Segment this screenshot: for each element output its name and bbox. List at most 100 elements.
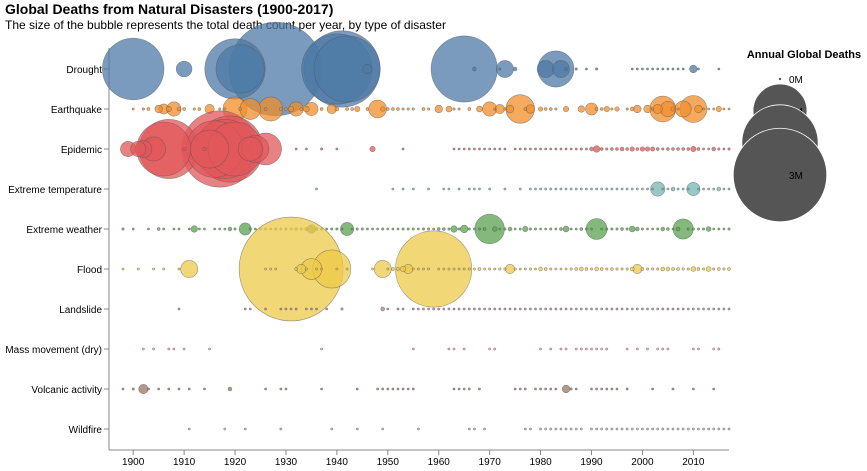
bubble-mass-movement-dry (590, 347, 593, 351)
bubble-extreme-weather (712, 227, 716, 231)
bubble-volcanic-activity (554, 387, 558, 391)
bubble-mass-movement-dry (717, 347, 721, 351)
bubble-landslide (666, 307, 670, 311)
bubble-earthquake (421, 107, 426, 111)
bubble-wildfire (727, 427, 731, 431)
bubble-extreme-weather (651, 227, 655, 231)
bubble-extreme-temperature (620, 187, 624, 191)
bubble-epidemic (369, 146, 376, 153)
bubble-earthquake (625, 107, 629, 111)
bubble-earthquake (182, 107, 186, 111)
bubble-extreme-temperature (554, 187, 558, 191)
bubble-extreme-temperature (646, 187, 649, 191)
bubble-epidemic (513, 147, 517, 151)
bubble-earthquake (548, 107, 553, 111)
bubble-landslide (691, 307, 695, 311)
bubble-epidemic (483, 147, 486, 151)
x-tick-label: 1910 (173, 457, 196, 468)
y-tick-label-flood: Flood (77, 265, 102, 276)
bubble-extreme-weather (213, 227, 217, 231)
bubble-epidemic (182, 147, 186, 151)
bubble-extreme-temperature (391, 187, 395, 191)
bubble-wildfire (472, 427, 476, 431)
bubble-wildfire (717, 427, 721, 431)
bubble-flood (422, 267, 425, 271)
bubble-wildfire (620, 427, 624, 431)
bubble-drought (697, 67, 700, 71)
bubble-epidemic (518, 147, 522, 151)
bubble-flood (442, 267, 446, 271)
bubble-extreme-temperature (681, 187, 685, 191)
bubble-mass-movement-dry (661, 347, 665, 351)
bubble-landslide (549, 307, 553, 311)
bubble-drought (362, 64, 373, 74)
bubble-extreme-weather (562, 225, 570, 233)
bubble-extreme-weather (640, 227, 644, 231)
bubble-landslide (177, 307, 181, 311)
bubble-epidemic (619, 146, 625, 152)
bubble-extreme-weather (386, 227, 390, 231)
bubble-landslide (590, 307, 593, 311)
bubble-landslide (671, 307, 675, 311)
bubble-earthquake (238, 107, 242, 111)
bubble-epidemic (722, 147, 726, 151)
bubble-earthquake (505, 104, 515, 114)
x-tick-label: 1990 (580, 457, 603, 468)
bubble-epidemic (564, 147, 568, 151)
bubble-landslide (310, 307, 313, 311)
bubble-extreme-temperature (467, 187, 471, 191)
y-tick-label-epidemic: Epidemic (61, 145, 102, 156)
bubble-extreme-weather (482, 227, 487, 231)
bubble-landslide (315, 307, 318, 311)
bubble-extreme-weather (121, 227, 125, 231)
legend-label: 3M (789, 171, 803, 182)
legend-label: 0M (789, 75, 803, 86)
bubble-wildfire (544, 427, 548, 431)
bubble-drought (595, 67, 599, 71)
bubble-landslide (411, 307, 415, 311)
bubble-extreme-temperature (401, 187, 405, 191)
bubble-flood (574, 267, 579, 271)
bubble-extreme-weather (203, 227, 206, 231)
bubble-flood (437, 267, 441, 271)
bubble-landslide (574, 307, 578, 311)
bubble-extreme-weather (447, 227, 451, 231)
bubble-volcanic-activity (320, 387, 324, 391)
y-tick-label-earthquake: Earthquake (51, 105, 103, 116)
bubble-extreme-temperature (727, 187, 731, 191)
bubble-flood (681, 267, 685, 271)
bubble-extreme-weather (381, 227, 385, 231)
bubble-volcanic-activity (513, 387, 517, 391)
bubble-landslide (248, 307, 252, 311)
bubble-flood (605, 267, 609, 271)
bubble-extreme-temperature (503, 187, 507, 191)
bubble-epidemic (615, 147, 619, 151)
bubble-landslide (518, 307, 522, 311)
bubble-epidemic (294, 147, 298, 151)
bubble-extreme-temperature (472, 187, 476, 191)
bubble-earthquake (494, 104, 505, 114)
bubble-earthquake (523, 107, 528, 111)
x-tick-label: 1980 (529, 457, 552, 468)
bubble-landslide (534, 307, 537, 311)
bubble-earthquake (652, 104, 663, 114)
bubble-extreme-weather (450, 225, 458, 233)
bubble-extreme-weather (355, 227, 359, 231)
bubble-extreme-weather (427, 227, 431, 231)
bubble-extreme-weather (498, 227, 502, 231)
bubble-epidemic (605, 147, 609, 151)
bubble-volcanic-activity (691, 387, 695, 391)
bubble-landslide (661, 307, 665, 311)
bubble-landslide (544, 307, 548, 311)
bubble-volcanic-activity (355, 387, 359, 391)
bubble-wildfire (579, 427, 583, 431)
bubble-drought (656, 67, 660, 71)
bubble-flood (705, 266, 712, 272)
bubble-wildfire (590, 427, 593, 431)
bubble-earthquake (525, 104, 535, 114)
bubble-extreme-weather (248, 227, 252, 231)
bubble-wildfire (569, 427, 573, 431)
bubble-landslide (422, 307, 425, 311)
bubble-extreme-weather (615, 227, 619, 231)
bubble-epidemic (472, 147, 476, 151)
